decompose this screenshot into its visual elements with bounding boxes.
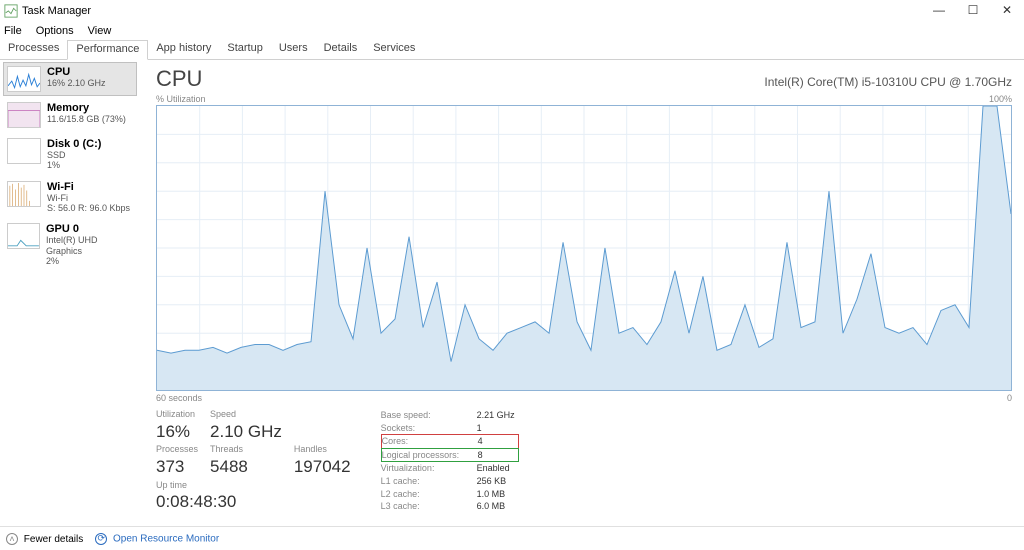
stat-value: 2.21 GHz	[477, 409, 517, 422]
stat-key: L1 cache:	[381, 475, 471, 488]
stat-key: Cores:	[382, 435, 472, 448]
disk-sub2: 1%	[47, 160, 101, 170]
stat-row: L1 cache: 256 KB	[381, 475, 519, 488]
menubar: File Options View	[0, 22, 1024, 40]
utilization-value: 16%	[156, 422, 198, 443]
fewer-details-button[interactable]: ˄ Fewer details	[6, 533, 83, 545]
tab-details[interactable]: Details	[316, 40, 366, 59]
resmon-icon: ⟳	[95, 533, 107, 545]
sidebar-item-memory[interactable]: Memory11.6/15.8 GB (73%)	[3, 98, 137, 132]
memory-title: Memory	[47, 102, 126, 114]
processes-label: Processes	[156, 444, 198, 455]
gpu-title: GPU 0	[46, 223, 133, 235]
menu-view[interactable]: View	[86, 25, 114, 37]
speed-value: 2.10 GHz	[210, 422, 282, 443]
tab-services[interactable]: Services	[365, 40, 423, 59]
gpu-sub2: 2%	[46, 256, 133, 266]
stat-row: Virtualization: Enabled	[381, 462, 519, 475]
open-resmon-link[interactable]: ⟳ Open Resource Monitor	[95, 533, 219, 545]
stat-row: Logical processors: 8	[381, 448, 519, 463]
tab-performance[interactable]: Performance	[67, 40, 148, 60]
stat-key: Virtualization:	[381, 462, 471, 475]
cpu-sub: 16% 2.10 GHz	[47, 78, 106, 88]
tab-app-history[interactable]: App history	[148, 40, 219, 59]
menu-options[interactable]: Options	[34, 25, 76, 37]
cpu-model: Intel(R) Core(TM) i5-10310U CPU @ 1.70GH…	[764, 75, 1012, 89]
menu-file[interactable]: File	[2, 25, 24, 37]
cpu-chart[interactable]	[156, 105, 1012, 391]
main-panel: CPU Intel(R) Core(TM) i5-10310U CPU @ 1.…	[140, 60, 1024, 526]
stat-key: Logical processors:	[382, 449, 472, 462]
window-title: Task Manager	[22, 5, 91, 17]
stat-row: Base speed: 2.21 GHz	[381, 409, 519, 422]
stat-key: L3 cache:	[381, 500, 471, 513]
sidebar-item-wifi[interactable]: Wi-FiWi-FiS: 56.0 R: 96.0 Kbps	[3, 177, 137, 218]
fewer-details-label: Fewer details	[24, 534, 83, 545]
wifi-sub1: Wi-Fi	[47, 193, 130, 203]
sidebar: CPU16% 2.10 GHz Memory11.6/15.8 GB (73%)…	[0, 60, 140, 526]
sidebar-item-gpu[interactable]: GPU 0Intel(R) UHD Graphics2%	[3, 219, 137, 270]
stat-value: 4	[478, 435, 518, 448]
stat-key: Base speed:	[381, 409, 471, 422]
tab-bar: Processes Performance App history Startu…	[0, 40, 1024, 60]
close-button[interactable]: ✕	[990, 0, 1024, 20]
main-heading: CPU	[156, 66, 202, 92]
titlebar: Task Manager — ☐ ✕	[0, 0, 1024, 22]
disk-sub1: SSD	[47, 150, 101, 160]
stats-right: Base speed:2.21 GHzSockets:1Cores:4Logic…	[381, 409, 519, 513]
minimize-button[interactable]: —	[922, 0, 956, 20]
stat-row: Sockets: 1	[381, 422, 519, 435]
tab-startup[interactable]: Startup	[219, 40, 270, 59]
stat-value: 8	[478, 449, 518, 462]
memory-thumb	[7, 102, 41, 128]
cpu-title: CPU	[47, 66, 106, 78]
wifi-sub2: S: 56.0 R: 96.0 Kbps	[47, 203, 130, 213]
stat-key: L2 cache:	[381, 488, 471, 501]
handles-label: Handles	[294, 444, 351, 455]
stat-key: Sockets:	[381, 422, 471, 435]
y-axis-label: % Utilization	[156, 94, 206, 104]
window-controls: — ☐ ✕	[922, 0, 1024, 20]
y-max-label: 100%	[989, 94, 1012, 104]
stat-value: Enabled	[477, 462, 517, 475]
stat-value: 1.0 MB	[477, 488, 517, 501]
stat-row: L3 cache: 6.0 MB	[381, 500, 519, 513]
x-left-label: 60 seconds	[156, 393, 202, 403]
gpu-thumb	[7, 223, 40, 249]
stat-value: 1	[477, 422, 517, 435]
disk-title: Disk 0 (C:)	[47, 138, 101, 150]
utilization-label: Utilization	[156, 409, 198, 420]
stat-value: 256 KB	[477, 475, 517, 488]
cpu-thumb	[7, 66, 41, 92]
uptime-value: 0:08:48:30	[156, 492, 351, 513]
stat-value: 6.0 MB	[477, 500, 517, 513]
tab-users[interactable]: Users	[271, 40, 316, 59]
wifi-thumb	[7, 181, 41, 207]
threads-value: 5488	[210, 457, 282, 478]
uptime-label: Up time	[156, 480, 351, 491]
chevron-up-icon: ˄	[6, 533, 18, 545]
app-icon	[4, 4, 18, 18]
resmon-label: Open Resource Monitor	[113, 533, 219, 544]
x-right-label: 0	[1007, 393, 1012, 403]
stats-left: Utilization Speed 16% 2.10 GHz Processes…	[156, 409, 351, 513]
gpu-sub1: Intel(R) UHD Graphics	[46, 235, 133, 256]
stat-row: L2 cache: 1.0 MB	[381, 488, 519, 501]
threads-label: Threads	[210, 444, 282, 455]
maximize-button[interactable]: ☐	[956, 0, 990, 20]
stat-row: Cores: 4	[381, 434, 519, 448]
wifi-title: Wi-Fi	[47, 181, 130, 193]
sidebar-item-cpu[interactable]: CPU16% 2.10 GHz	[3, 62, 137, 96]
processes-value: 373	[156, 457, 198, 478]
handles-value: 197042	[294, 457, 351, 478]
tab-processes[interactable]: Processes	[0, 40, 67, 59]
memory-sub: 11.6/15.8 GB (73%)	[47, 114, 126, 124]
footer: ˄ Fewer details ⟳ Open Resource Monitor	[0, 526, 1024, 550]
sidebar-item-disk[interactable]: Disk 0 (C:)SSD1%	[3, 134, 137, 175]
disk-thumb	[7, 138, 41, 164]
speed-label: Speed	[210, 409, 282, 420]
